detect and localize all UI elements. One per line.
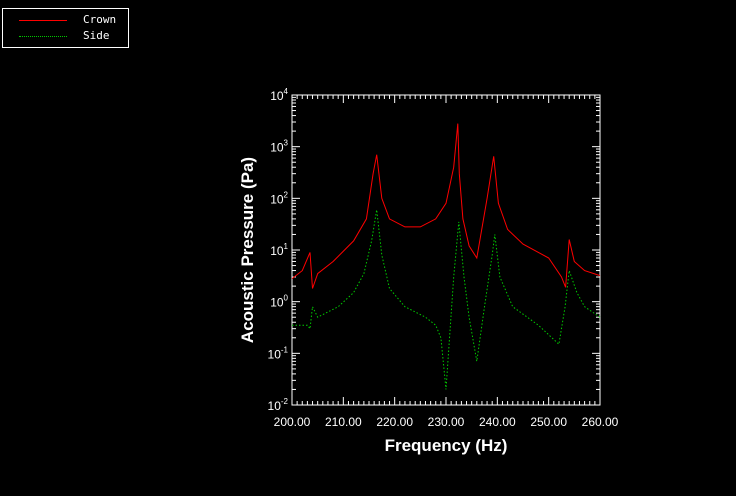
y-axis-ticks: 10-2 10-1 100 101 102 103 104 [268, 87, 600, 413]
y-tick-label: 103 [270, 139, 288, 155]
legend-swatch-side [19, 36, 67, 37]
series-layer [291, 123, 601, 390]
y-tick-label: 100 [270, 294, 288, 310]
series-line-crown [291, 123, 601, 289]
legend-label-side: Side [83, 29, 110, 42]
y-tick-label: 104 [270, 87, 288, 103]
y-tick-label: 10-2 [268, 397, 289, 413]
x-tick-label: 260.00 [582, 415, 619, 429]
x-tick-label: 200.00 [274, 415, 311, 429]
y-tick-label: 102 [270, 190, 288, 206]
legend-item-crown: Crown [3, 13, 128, 27]
x-tick-label: 230.00 [428, 415, 465, 429]
x-axis-title: Frequency (Hz) [385, 436, 508, 455]
x-tick-label: 240.00 [479, 415, 516, 429]
y-tick-label: 10-1 [268, 345, 289, 361]
legend-swatch-crown [19, 20, 67, 21]
series-line-side [292, 209, 601, 390]
legend-label-crown: Crown [83, 13, 117, 26]
x-tick-label: 220.00 [376, 415, 413, 429]
y-axis-title: Acoustic Pressure (Pa) [238, 157, 257, 343]
x-axis-ticks: 200.00 210.00 220.00 230.00 240.00 250.00 260.… [274, 95, 619, 429]
y-tick-label: 101 [270, 242, 288, 258]
x-tick-label: 250.00 [530, 415, 567, 429]
legend-item-side: Side [3, 29, 128, 43]
legend: Crown Side [2, 8, 129, 48]
x-tick-label: 210.00 [325, 415, 362, 429]
